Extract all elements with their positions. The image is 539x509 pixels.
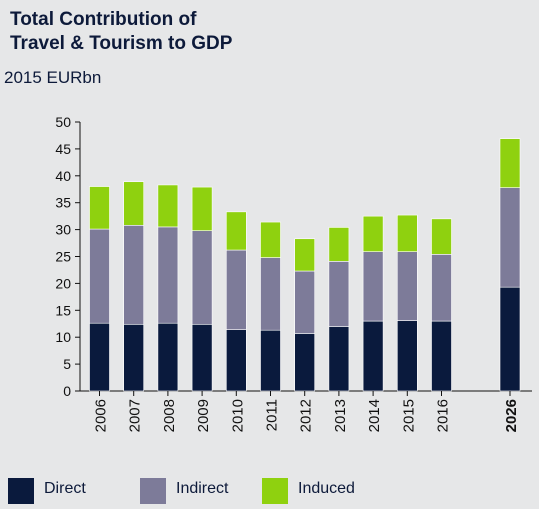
bar-indirect-2016 <box>431 254 452 322</box>
x-tick-label-2026: 2026 <box>503 399 520 432</box>
bar-indirect-2010 <box>226 249 247 330</box>
bar-direct-2015 <box>396 320 418 392</box>
x-tick-label-2013: 2013 <box>332 399 349 432</box>
x-tick-label-2011: 2011 <box>264 399 281 431</box>
bar-indirect-2006 <box>89 228 110 324</box>
chart-title: Total Contribution of Travel & Tourism t… <box>10 8 430 56</box>
bar-direct-2013 <box>328 326 350 392</box>
y-tick-label: 40 <box>55 168 71 184</box>
legend-swatch-indirect <box>140 478 166 504</box>
bar-induced-2007 <box>123 181 144 226</box>
bar-direct-2026 <box>499 286 521 392</box>
bar-induced-2008 <box>157 184 179 228</box>
x-tick-label-2009: 2009 <box>195 399 212 432</box>
x-tick-label-2010: 2010 <box>229 399 246 432</box>
bar-indirect-2015 <box>396 251 418 321</box>
bar-indirect-2007 <box>123 224 144 325</box>
bar-direct-2007 <box>123 323 144 392</box>
x-tick-label-2006: 2006 <box>93 399 110 432</box>
legend: Direct Indirect Induced <box>0 476 539 506</box>
bar-induced-2009 <box>191 186 213 231</box>
bar-direct-2014 <box>362 320 384 392</box>
bar-induced-2026 <box>499 138 521 188</box>
bar-indirect-2014 <box>362 251 384 322</box>
legend-swatch-induced <box>262 478 288 504</box>
bar-induced-2006 <box>89 186 110 230</box>
x-tick-label-2007: 2007 <box>127 399 144 432</box>
bar-direct-2012 <box>294 333 316 392</box>
y-tick-label: 25 <box>55 249 71 265</box>
x-tick-label-2012: 2012 <box>298 399 315 432</box>
legend-label-indirect: Indirect <box>176 480 229 497</box>
bar-induced-2011 <box>260 221 281 258</box>
y-tick-label: 15 <box>55 302 71 318</box>
bar-indirect-2011 <box>260 257 281 331</box>
bar-indirect-2008 <box>157 226 179 324</box>
bar-induced-2012 <box>294 238 316 272</box>
legend-label-direct: Direct <box>44 480 86 497</box>
bar-induced-2015 <box>396 214 418 252</box>
bar-induced-2013 <box>328 227 350 262</box>
x-tick-label-2015: 2015 <box>400 399 417 432</box>
y-tick-label: 35 <box>55 195 71 211</box>
stacked-bar-chart: 0 5 10 15 20 25 30 35 40 45 50 2006 2007 2008 2009 2010… <box>55 114 532 432</box>
chart-title-line1: Total Contribution of <box>10 9 197 30</box>
y-tick-label: 5 <box>63 356 71 372</box>
y-tick-label: 45 <box>55 141 71 157</box>
bar-induced-2010 <box>226 211 247 251</box>
x-tick-label-2016: 2016 <box>435 399 452 432</box>
x-tick-label-2014: 2014 <box>366 399 383 432</box>
y-tick-label: 50 <box>55 114 71 130</box>
bar-direct-2011 <box>260 329 281 392</box>
y-tick-label: 10 <box>55 329 71 345</box>
bar-indirect-2013 <box>328 261 350 327</box>
y-tick-label: 0 <box>63 383 71 399</box>
x-tick-label-2008: 2008 <box>161 399 178 432</box>
bar-direct-2016 <box>431 320 452 392</box>
bar-direct-2010 <box>226 329 247 392</box>
bar-indirect-2012 <box>294 270 316 334</box>
chart-title-line2: Travel & Tourism to GDP <box>10 33 233 54</box>
chart-subtitle: 2015 EURbn <box>4 68 102 87</box>
y-tick-label: 30 <box>55 222 71 238</box>
bar-induced-2014 <box>362 215 384 252</box>
bar-indirect-2026 <box>499 187 521 288</box>
bar-direct-2006 <box>89 322 110 392</box>
bar-direct-2008 <box>157 322 179 392</box>
bar-indirect-2009 <box>191 230 213 325</box>
bar-direct-2009 <box>191 323 213 392</box>
legend-swatch-direct <box>8 478 34 504</box>
legend-label-induced: Induced <box>298 480 355 497</box>
bar-induced-2016 <box>431 218 452 255</box>
y-tick-label: 20 <box>55 275 71 291</box>
